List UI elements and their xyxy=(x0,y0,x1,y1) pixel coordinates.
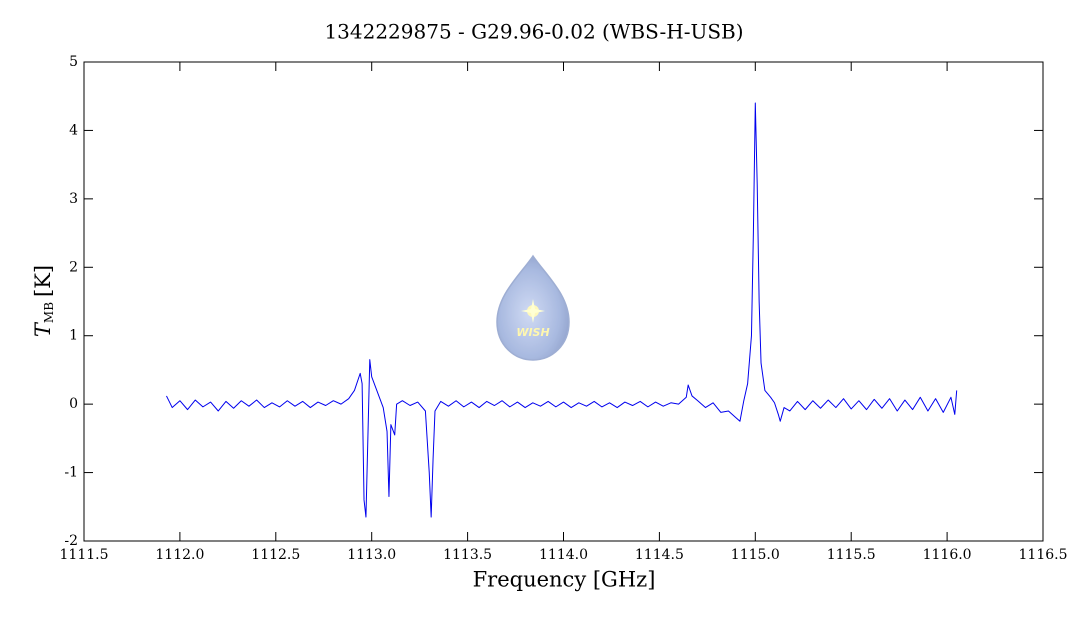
x-tick-label: 1116.5 xyxy=(1019,547,1067,563)
y-tick-label: -2 xyxy=(64,533,78,549)
y-label-subscript: MB xyxy=(42,302,56,323)
x-axis-label: Frequency [GHz] xyxy=(473,568,656,592)
y-label-unit: [K] xyxy=(31,265,55,297)
y-tick-label: 3 xyxy=(69,191,78,207)
y-tick-label: 1 xyxy=(69,328,78,344)
x-tick-label: 1113.0 xyxy=(347,547,396,563)
logo: WISH xyxy=(497,256,569,360)
y-tick-label: 2 xyxy=(69,259,78,275)
x-tick-label: 1113.5 xyxy=(443,547,492,563)
y-tick-label: 5 xyxy=(69,54,78,70)
x-tick-label: 1115.5 xyxy=(827,547,876,563)
chart-title: 1342229875 - G29.96-0.02 (WBS-H-USB) xyxy=(324,20,743,44)
logo-text: WISH xyxy=(516,326,549,339)
y-axis-label: TMB[K] xyxy=(31,265,56,337)
x-tick-label: 1116.0 xyxy=(923,547,972,563)
x-tick-label: 1111.5 xyxy=(60,547,109,563)
x-tick-label: 1112.0 xyxy=(155,547,204,563)
y-tick-label: 4 xyxy=(69,122,78,138)
x-tick-label: 1115.0 xyxy=(731,547,780,563)
x-tick-label: 1114.5 xyxy=(635,547,684,563)
y-tick-label: -1 xyxy=(64,465,78,481)
x-tick-label: 1112.5 xyxy=(251,547,300,563)
x-tick-label: 1114.0 xyxy=(539,547,588,563)
y-tick-label: 0 xyxy=(69,396,78,412)
